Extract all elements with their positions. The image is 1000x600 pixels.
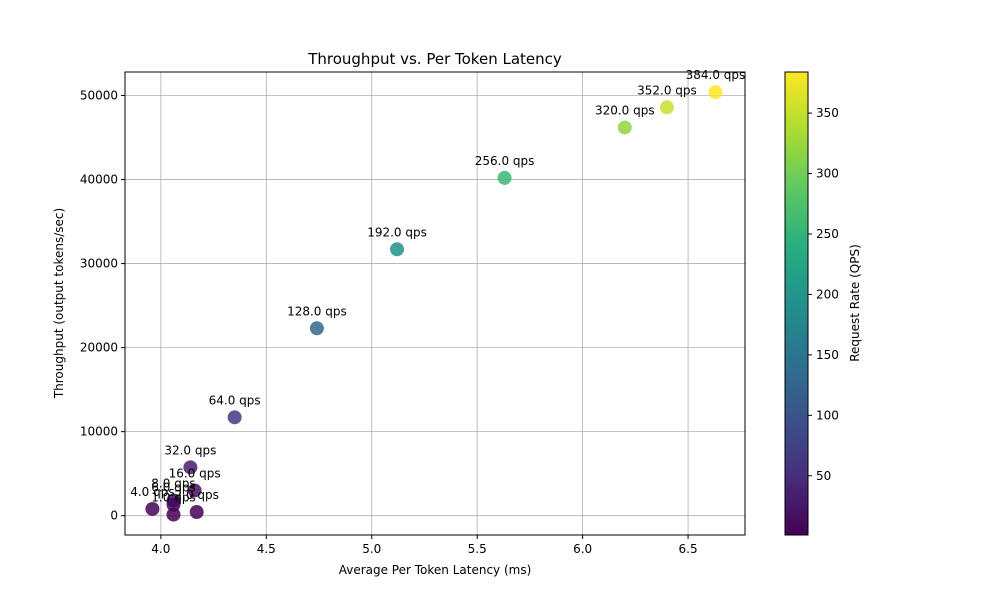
point-annotation: 8.0 qps [151,477,195,491]
point-annotation: 4.0 qps [130,485,174,499]
scatter-point [390,242,405,257]
point-annotation: 352.0 qps [637,83,697,97]
y-tick-label: 30000 [80,257,118,271]
y-tick-label: 0 [110,509,118,523]
point-annotation: 2.0 qps [175,488,219,502]
x-tick-label: 5.0 [362,542,381,556]
scatter-point [708,85,723,100]
scatter-point [183,460,198,475]
colorbar-ticks: 50 100 150 200 250 300 350 [808,106,839,483]
x-tick-label: 5.5 [468,542,487,556]
grid-layer [125,72,745,535]
colorbar-label: Request Rate (QPS) [848,244,862,362]
point-annotation: 192.0 qps [367,225,427,239]
point-annotation: 128.0 qps [287,304,347,318]
scatter-point [309,321,324,336]
point-annotation: 64.0 qps [209,393,261,407]
y-tick-label: 20000 [80,341,118,355]
scatter-point [145,501,160,516]
chart-title: Throughput vs. Per Token Latency [307,50,562,68]
colorbar-tick-label: 300 [816,167,839,181]
y-axis-ticks: 0 10000 20000 30000 40000 50000 [80,89,125,523]
point-annotation: 6.0 qps [151,481,195,495]
scatter-point [227,410,242,425]
colorbar-tick-label: 250 [816,227,839,241]
scatter-point [617,120,632,135]
colorbar-tick-label: 50 [816,469,831,483]
colorbar [784,71,809,536]
y-axis-label: Throughput (output tokens/sec) [52,208,66,399]
x-tick-label: 4.5 [257,542,276,556]
x-tick-label: 6.0 [573,542,592,556]
y-tick-label: 40000 [80,173,118,187]
scatter-point [187,483,202,498]
point-annotation: 320.0 qps [595,103,655,117]
point-annotation: 16.0 qps [169,466,221,480]
points-layer [145,85,723,522]
point-annotation: 384.0 qps [686,68,746,82]
plot-frame [124,71,746,536]
scatter-point [659,100,674,115]
colorbar-tick-label: 100 [816,408,839,422]
colorbar-tick-label: 200 [816,287,839,301]
x-axis-ticks: 4.0 4.5 5.0 5.5 6.0 6.5 [151,535,698,556]
point-annotation: 256.0 qps [475,154,535,168]
scatter-point [166,493,181,508]
point-annotation: 1.0 qps [151,491,195,505]
colorbar-tick-label: 350 [816,106,839,120]
y-tick-label: 50000 [80,89,118,103]
point-annotation: 32.0 qps [164,443,216,457]
scatter-point [189,505,204,520]
scatter-point [497,170,512,185]
y-tick-label: 10000 [80,425,118,439]
colorbar-tick-label: 150 [816,348,839,362]
x-axis-label: Average Per Token Latency (ms) [339,563,532,577]
x-tick-label: 4.0 [151,542,170,556]
x-tick-label: 6.5 [679,542,698,556]
scatter-point [166,507,181,522]
